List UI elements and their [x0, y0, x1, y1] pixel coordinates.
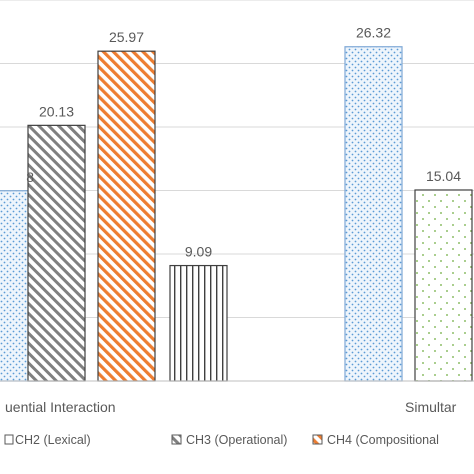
bar-sequential-series-2: [27, 124, 86, 382]
legend-item-ch2: CH2 (Lexical): [4, 433, 91, 447]
bar-simultaneous-series-1: [414, 189, 473, 382]
data-label-sequential-series-3: 25.97: [109, 29, 144, 45]
legend-swatch-ch3: [171, 434, 182, 445]
bar-sequential-series-3: [97, 50, 156, 382]
legend-swatch-ch4: [312, 434, 323, 445]
category-label-sequential: uential Interaction: [5, 399, 116, 415]
data-label-sequential-series-2: 20.13: [39, 103, 74, 119]
legend-item-ch3: CH3 (Operational): [171, 433, 287, 447]
legend-swatch-ch2: [4, 434, 14, 445]
value-labels: 8 20.13 25.97 9.09 26.32 15.04: [26, 25, 461, 260]
legend: CH2 (Lexical) CH3 (Operational) CH4 (Com…: [4, 433, 439, 447]
bar-simultaneous-series-0: [344, 46, 403, 382]
data-label-sequential-series-4: 9.09: [185, 244, 212, 260]
legend-label-ch4: CH4 (Compositional: [327, 433, 439, 447]
data-label-sequential-series-0: 8: [26, 169, 34, 185]
legend-label-ch2: CH2 (Lexical): [15, 433, 91, 447]
data-label-simultaneous-series-0: 26.32: [356, 25, 391, 41]
x-axis: uential Interaction Simultar: [0, 380, 474, 415]
data-label-simultaneous-series-1: 15.04: [426, 168, 461, 184]
bars: [0, 46, 473, 382]
legend-label-ch3: CH3 (Operational): [186, 433, 287, 447]
legend-item-ch4: CH4 (Compositional: [312, 433, 439, 447]
bar-sequential-series-4: [169, 264, 228, 382]
category-label-simultaneous: Simultar: [405, 399, 457, 415]
